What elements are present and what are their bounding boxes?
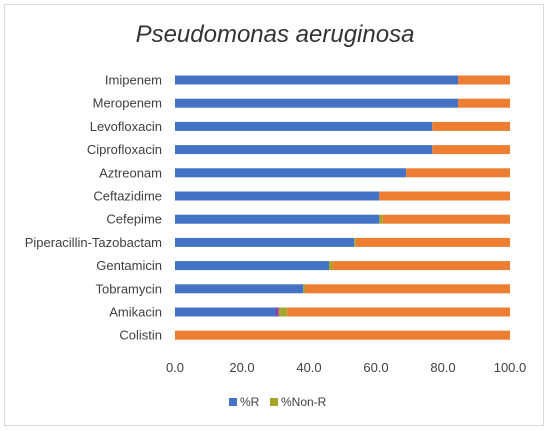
bar-segment — [175, 168, 407, 178]
bar-segment — [432, 121, 510, 131]
bar-segment — [303, 284, 305, 294]
bar-segment — [175, 261, 330, 271]
bar-segment — [406, 168, 510, 178]
x-tick-label: 0.0 — [166, 360, 184, 375]
bar-segment — [175, 330, 510, 340]
bar-segment — [382, 214, 510, 224]
bar-segment — [175, 75, 459, 85]
bar-segment — [332, 261, 510, 271]
category-label: Imipenem — [105, 73, 162, 88]
bar-segment — [175, 191, 380, 201]
x-axis-ticks: 0.0 20.0 40.0 60.0 80.0 100.0 — [166, 360, 526, 375]
bar-segment — [355, 237, 510, 247]
bar-segment — [329, 261, 333, 271]
category-label: Aztreonam — [99, 165, 162, 180]
legend-label: %Non-R — [281, 395, 327, 409]
bar-segment — [175, 237, 355, 247]
x-tick-label: 80.0 — [430, 360, 455, 375]
category-label: Ceftazidime — [93, 189, 162, 204]
bar-segment — [354, 237, 356, 247]
bar-segment — [175, 145, 433, 155]
category-label: Amikacin — [109, 305, 162, 320]
category-label: Cefepime — [106, 212, 162, 227]
chart-title: Pseudomonas aeruginosa — [136, 21, 415, 48]
bar-segment — [175, 214, 380, 224]
category-label: Colistin — [119, 328, 162, 343]
x-tick-label: 20.0 — [229, 360, 254, 375]
x-tick-label: 40.0 — [296, 360, 321, 375]
category-label: Ciprofloxacin — [87, 142, 162, 157]
category-label: Gentamicin — [96, 258, 162, 273]
bar-segment — [278, 307, 288, 317]
category-label: Tobramycin — [96, 281, 162, 296]
bar-segment — [379, 191, 510, 201]
legend-swatch — [270, 398, 278, 406]
bars-group — [175, 75, 510, 340]
legend-swatch — [229, 398, 237, 406]
bar-segment — [175, 284, 304, 294]
category-labels: Imipenem Meropenem Levofloxacin Ciprofloxac… — [25, 73, 162, 343]
bar-segment — [175, 121, 433, 131]
category-label: Levofloxacin — [90, 119, 162, 134]
legend: %R %Non-R — [229, 395, 327, 409]
bar-segment — [275, 307, 279, 317]
legend-label: %R — [240, 395, 260, 409]
bar-segment — [432, 145, 510, 155]
x-tick-label: 100.0 — [494, 360, 527, 375]
bar-segment — [458, 98, 510, 108]
bar-segment — [458, 75, 510, 85]
category-label: Piperacillin-Tazobactam — [25, 235, 162, 250]
x-tick-label: 60.0 — [363, 360, 388, 375]
bar-segment — [304, 284, 510, 294]
bar-segment — [287, 307, 510, 317]
bar-segment — [175, 307, 276, 317]
category-label: Meropenem — [93, 96, 162, 111]
bar-segment — [379, 214, 383, 224]
bar-segment — [175, 98, 459, 108]
